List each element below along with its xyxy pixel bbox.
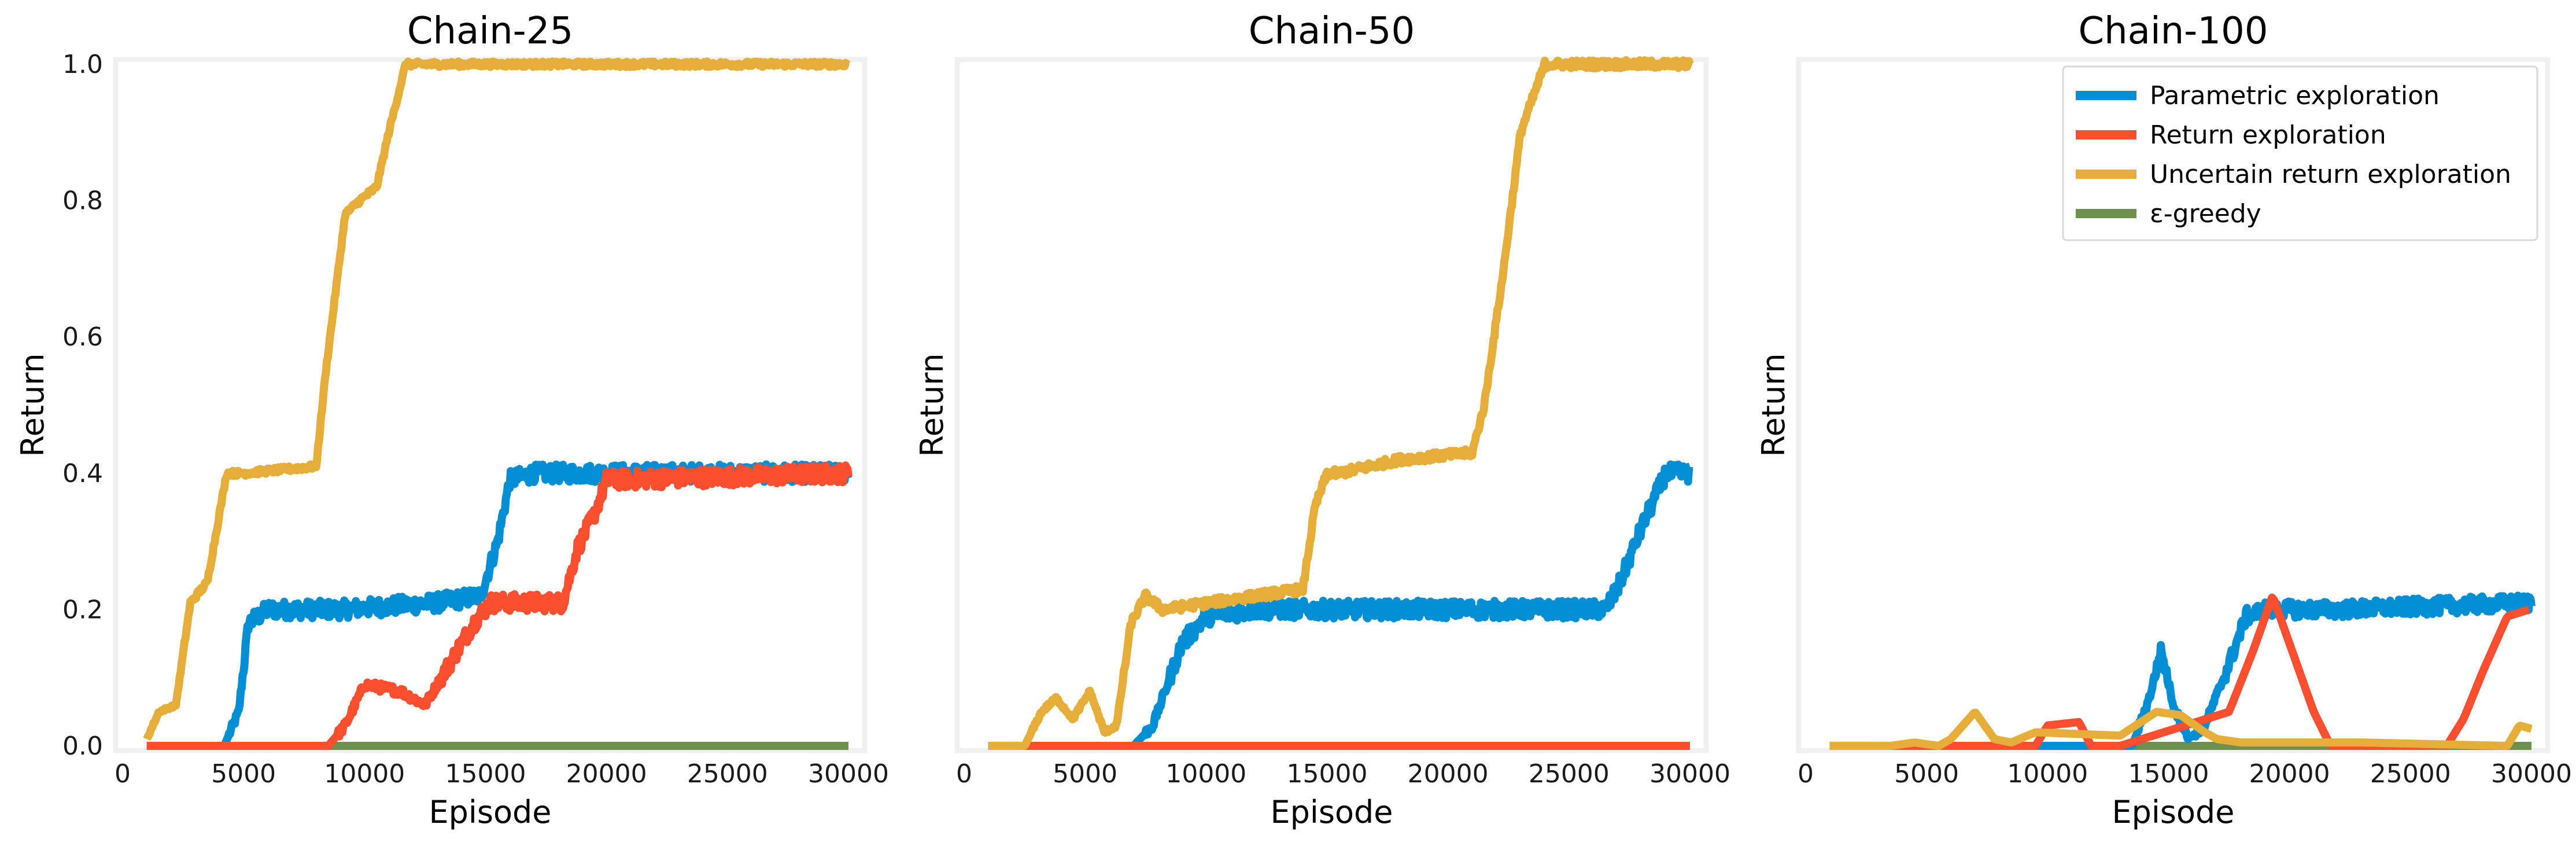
x-tick-label: 25000 xyxy=(1529,759,1610,789)
x-tick-label: 20000 xyxy=(1408,759,1489,789)
x-tick-label: 20000 xyxy=(2249,759,2330,789)
legend-label: Return exploration xyxy=(2150,120,2386,150)
x-tick-label: 15000 xyxy=(2128,759,2209,789)
x-tick-label: 20000 xyxy=(566,759,647,789)
legend-label: Parametric exploration xyxy=(2150,81,2440,111)
x-tick-label: 15000 xyxy=(445,759,526,789)
panel-chain-50: 0 5000 10000 15000 20000 25000 30000 Episode Ret… xyxy=(914,10,1730,830)
series-line-return-exploration xyxy=(143,461,852,750)
x-axis-title: Episode xyxy=(429,794,551,830)
x-tick-label: 0 xyxy=(1798,759,1814,789)
plot-frame xyxy=(954,57,1709,753)
y-tick-label: 0.6 xyxy=(62,322,103,352)
series-line-uncertain-return-exploration xyxy=(985,56,1694,750)
x-tick-label: 30000 xyxy=(1649,759,1730,789)
y-axis-title: Return xyxy=(14,353,51,457)
y-tick-label: 0.0 xyxy=(62,731,103,761)
x-tick-label: 30000 xyxy=(808,759,889,789)
y-axis-title: Return xyxy=(1755,353,1792,457)
legend-label: Uncertain return exploration xyxy=(2150,160,2511,189)
y-tick-label: 0.4 xyxy=(62,459,103,488)
series-line-uncertain-return-exploration xyxy=(143,57,852,741)
y-tick-label: 1.0 xyxy=(62,50,103,79)
series-line-uncertain-return-exploration xyxy=(1828,708,2534,750)
x-tick-label: 10000 xyxy=(2007,759,2088,789)
x-tick-label: 25000 xyxy=(687,759,768,789)
panel-chain-100: 0 5000 10000 15000 20000 25000 30000 Episode Ret… xyxy=(1755,10,2572,830)
x-axis-title: Episode xyxy=(1270,794,1393,830)
x-tick-label: 30000 xyxy=(2491,759,2572,789)
legend: Parametric exploration Return exploration… xyxy=(2062,65,2538,241)
x-tick-label: 5000 xyxy=(1894,759,1959,789)
x-tick-label: 25000 xyxy=(2370,759,2451,789)
legend-label: ε-greedy xyxy=(2150,199,2261,229)
panel-title: Chain-100 xyxy=(2078,10,2268,53)
panel-chain-25: 0 5000 10000 15000 20000 25000 30000 0.0 0.2 0.4 0… xyxy=(14,10,889,830)
legend-box xyxy=(2062,65,2538,241)
x-tick-label: 0 xyxy=(115,759,131,789)
series-line-return-exploration xyxy=(1828,593,2531,750)
x-tick-label: 10000 xyxy=(324,759,405,789)
x-tick-label: 0 xyxy=(956,759,972,789)
x-tick-label: 15000 xyxy=(1287,759,1368,789)
y-tick-label: 0.8 xyxy=(62,186,103,216)
panel-title: Chain-50 xyxy=(1249,10,1415,53)
x-tick-label: 5000 xyxy=(211,759,276,789)
x-axis-title: Episode xyxy=(2112,794,2234,830)
plot-frame xyxy=(113,57,868,753)
panel-title: Chain-25 xyxy=(407,10,573,53)
x-tick-label: 10000 xyxy=(1165,759,1246,789)
x-tick-label: 5000 xyxy=(1053,759,1117,789)
y-tick-label: 0.2 xyxy=(62,595,103,624)
y-axis-title: Return xyxy=(914,353,950,457)
plot-frame xyxy=(1796,57,2551,753)
